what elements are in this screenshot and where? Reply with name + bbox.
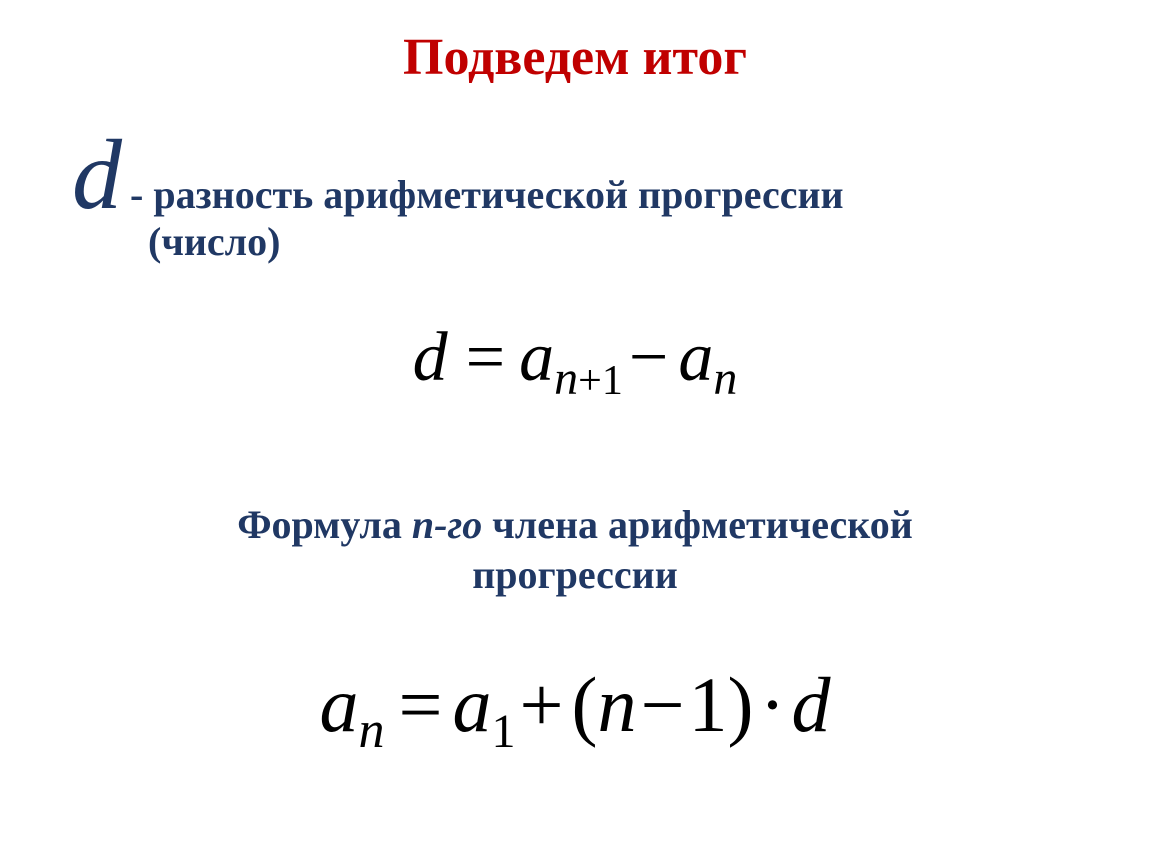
f1-d: d [413,319,448,396]
f2-close: ) [728,661,754,748]
caption2-italic: n-го [412,502,482,547]
f2-dot: · [759,661,785,748]
f1-eq: = [466,319,505,396]
f1-a1: a [519,319,554,396]
common-difference-formula: d=an+1−an [0,318,1150,406]
f2-minus: − [641,661,685,748]
f2-a-l: a [320,661,359,748]
f1-sub-n2: n [713,352,737,405]
d-definition-text-1: - разность арифметической прогрессии [130,171,844,218]
f2-plus: + [520,661,564,748]
f1-sub-1: 1 [602,358,623,404]
caption2-line2: прогрессии [472,552,678,597]
f1-sub-n1: n [554,352,578,405]
nth-term-caption: Формула n-го члена арифметической прогре… [0,500,1150,600]
slide: Подведем итог d - разность арифметическо… [0,0,1150,864]
f2-one: 1 [689,661,728,748]
d-symbol: d [72,125,122,225]
d-definition-line: d - разность арифметической прогрессии [72,125,1072,225]
f2-a-r: a [453,661,492,748]
caption2-prefix: Формула [237,502,412,547]
f2-d: d [791,661,830,748]
f2-sub-1: 1 [492,705,516,758]
f2-eq: = [399,661,443,748]
nth-term-formula: an=a1+(n−1)·d [0,660,1150,760]
d-definition-text-2: (число) [148,218,280,265]
f2-sub-n: n [359,702,385,759]
f1-a2: a [678,319,713,396]
f1-minus: − [629,319,668,396]
caption2-rest1: члена арифметической [482,502,913,547]
f2-open: ( [572,661,598,748]
f1-sub-plus: + [578,358,602,404]
f2-n: n [598,661,637,748]
slide-title: Подведем итог [0,28,1150,87]
